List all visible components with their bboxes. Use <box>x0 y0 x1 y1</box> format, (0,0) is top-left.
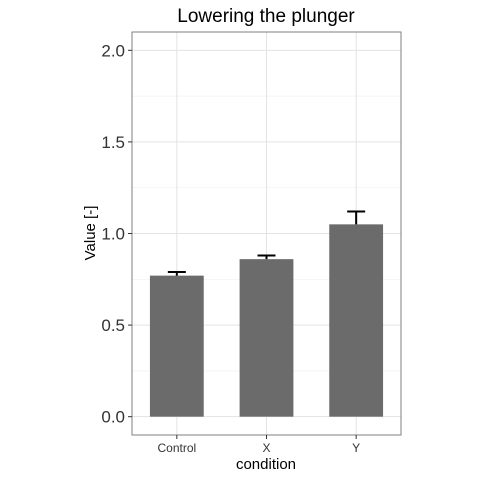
chart-title: Lowering the plunger <box>177 6 355 27</box>
plot-area: 0.0 0.5 1.0 1.5 2.0 Control X Y <box>101 31 402 455</box>
y-tick-label: 0.5 <box>101 316 125 335</box>
y-axis-label: Value [-] <box>82 206 99 261</box>
y-tick-label: 1.5 <box>101 133 125 152</box>
x-tick-label: Y <box>352 441 360 455</box>
bar-y <box>329 224 384 417</box>
error-bar-control <box>167 270 186 276</box>
bar-control <box>149 275 204 417</box>
y-tick-label: 1.0 <box>101 225 125 244</box>
x-tick-label: Control <box>157 441 196 455</box>
error-bar-y <box>347 210 366 225</box>
bar-x <box>239 259 294 417</box>
error-bar-x <box>257 254 276 260</box>
x-tick-label: X <box>262 441 270 455</box>
y-tick-label: 2.0 <box>101 41 125 60</box>
y-tick-label: 0.0 <box>101 408 125 427</box>
x-axis-label: condition <box>236 456 296 473</box>
